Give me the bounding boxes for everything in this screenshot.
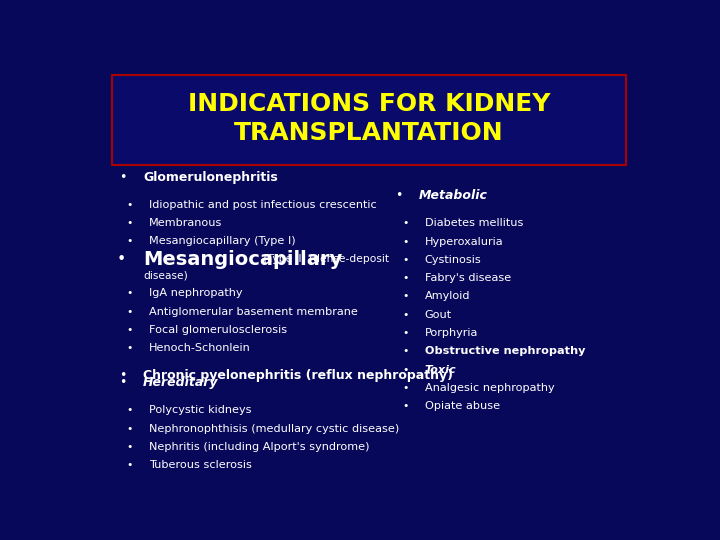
Text: Tuberous sclerosis: Tuberous sclerosis <box>148 460 251 470</box>
Text: disease): disease) <box>143 270 188 280</box>
Text: •: • <box>402 218 409 228</box>
Text: IgA nephropathy: IgA nephropathy <box>148 288 242 299</box>
Text: Opiate abuse: Opiate abuse <box>425 401 500 411</box>
Text: •: • <box>402 401 409 411</box>
Text: Membranous: Membranous <box>148 218 222 228</box>
Text: Cystinosis: Cystinosis <box>425 255 482 265</box>
Text: (Type II) (dense-deposit: (Type II) (dense-deposit <box>260 254 390 265</box>
Text: •: • <box>126 423 132 434</box>
Text: •: • <box>126 236 132 246</box>
Text: INDICATIONS FOR KIDNEY: INDICATIONS FOR KIDNEY <box>188 92 550 116</box>
Text: •: • <box>402 255 409 265</box>
FancyBboxPatch shape <box>112 75 626 165</box>
Text: •: • <box>119 171 127 184</box>
Text: Gout: Gout <box>425 310 452 320</box>
Text: TRANSPLANTATION: TRANSPLANTATION <box>234 122 504 145</box>
Text: Hyperoxaluria: Hyperoxaluria <box>425 237 503 247</box>
Text: •: • <box>116 252 125 267</box>
Text: Nephritis (including Alport's syndrome): Nephritis (including Alport's syndrome) <box>148 442 369 452</box>
Text: •: • <box>395 190 402 202</box>
Text: •: • <box>126 218 132 228</box>
Text: Idiopathic and post infectious crescentic: Idiopathic and post infectious crescenti… <box>148 199 377 210</box>
Text: •: • <box>126 325 132 335</box>
Text: •: • <box>126 288 132 299</box>
Text: •: • <box>126 307 132 317</box>
Text: Antiglomerular basement membrane: Antiglomerular basement membrane <box>148 307 357 317</box>
Text: •: • <box>126 442 132 452</box>
Text: Nephronophthisis (medullary cystic disease): Nephronophthisis (medullary cystic disea… <box>148 423 399 434</box>
Text: Fabry's disease: Fabry's disease <box>425 273 511 283</box>
Text: Polycystic kidneys: Polycystic kidneys <box>148 406 251 415</box>
Text: •: • <box>126 199 132 210</box>
Text: Mesangiocapillary: Mesangiocapillary <box>143 250 342 269</box>
Text: Porphyria: Porphyria <box>425 328 478 338</box>
Text: •: • <box>119 376 127 389</box>
Text: •: • <box>402 310 409 320</box>
Text: Toxic: Toxic <box>425 364 456 375</box>
Text: •: • <box>119 369 127 382</box>
Text: •: • <box>402 346 409 356</box>
Text: •: • <box>126 343 132 353</box>
Text: Mesangiocapillary (Type I): Mesangiocapillary (Type I) <box>148 236 295 246</box>
Text: Hereditary: Hereditary <box>143 376 218 389</box>
Text: Henoch-Schonlein: Henoch-Schonlein <box>148 343 251 353</box>
Text: Diabetes mellitus: Diabetes mellitus <box>425 218 523 228</box>
Text: Analgesic nephropathy: Analgesic nephropathy <box>425 383 554 393</box>
Text: •: • <box>402 237 409 247</box>
Text: •: • <box>402 383 409 393</box>
Text: •: • <box>402 292 409 301</box>
Text: •: • <box>402 364 409 375</box>
Text: Chronic pyelonephritis (reflux nephropathy): Chronic pyelonephritis (reflux nephropat… <box>143 369 453 382</box>
Text: •: • <box>126 406 132 415</box>
Text: •: • <box>402 273 409 283</box>
Text: Obstructive nephropathy: Obstructive nephropathy <box>425 346 585 356</box>
Text: Glomerulonephritis: Glomerulonephritis <box>143 171 278 184</box>
Text: Amyloid: Amyloid <box>425 292 470 301</box>
Text: •: • <box>126 460 132 470</box>
Text: Focal glomerulosclerosis: Focal glomerulosclerosis <box>148 325 287 335</box>
Text: Metabolic: Metabolic <box>419 190 488 202</box>
Text: •: • <box>402 328 409 338</box>
